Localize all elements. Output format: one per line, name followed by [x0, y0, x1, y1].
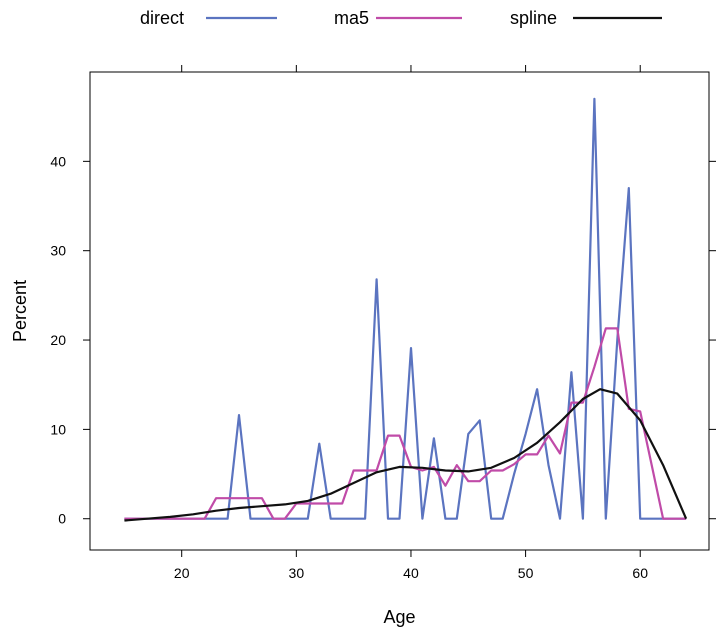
- y-tick-label: 0: [58, 511, 66, 527]
- series-line-ma5: [124, 327, 687, 520]
- right-ticks: [709, 160, 716, 520]
- y-tick-label: 40: [50, 153, 66, 169]
- legend-label-spline: spline: [510, 8, 557, 28]
- x-tick-label: 20: [174, 565, 190, 581]
- legend-label-ma5: ma5: [334, 8, 369, 28]
- y-axis-title: Percent: [10, 280, 30, 342]
- x-tick-label: 30: [289, 565, 305, 581]
- top-ticks: [181, 65, 641, 72]
- y-axis: 0 10 20 30 40: [50, 153, 90, 527]
- y-tick-label: 20: [50, 332, 66, 348]
- series-line-direct: [124, 97, 687, 520]
- y-tick-label: 10: [50, 421, 66, 437]
- y-tick-label: 30: [50, 243, 66, 259]
- x-axis-title: Age: [383, 607, 415, 627]
- series-layer: [124, 97, 688, 522]
- legend: direct ma5 spline: [140, 8, 662, 28]
- x-tick-label: 40: [403, 565, 419, 581]
- plot-frame: [89, 71, 710, 551]
- series-line-spline: [124, 388, 688, 522]
- x-tick-label: 50: [518, 565, 534, 581]
- x-tick-label: 60: [632, 565, 648, 581]
- legend-label-direct: direct: [140, 8, 184, 28]
- x-axis: 20 30 40 50 60: [174, 550, 648, 581]
